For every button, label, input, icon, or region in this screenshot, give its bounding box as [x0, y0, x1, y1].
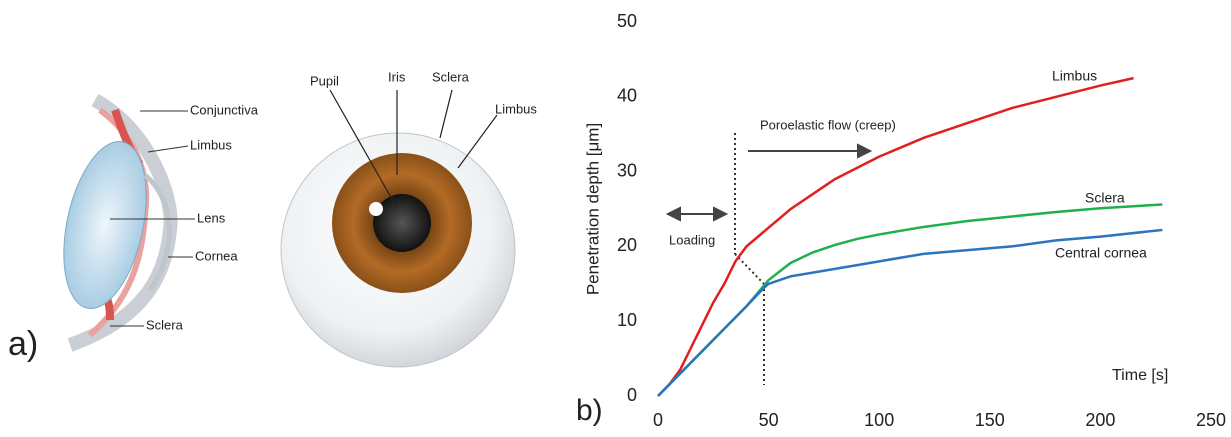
anatomy-label: Pupil: [310, 73, 339, 88]
x-tick-label: 50: [759, 410, 779, 430]
annotation: Poroelastic flow (creep): [760, 117, 896, 132]
series-label: Limbus: [1052, 68, 1097, 84]
y-tick-label: 40: [617, 86, 637, 106]
anatomy-label: Cornea: [195, 248, 238, 263]
series-line: [658, 205, 1162, 396]
series-label: Sclera: [1085, 190, 1125, 206]
x-tick-label: 150: [975, 410, 1005, 430]
y-tick-label: 30: [617, 160, 637, 180]
x-tick-label: 200: [1085, 410, 1115, 430]
anatomy-label: Sclera: [146, 317, 184, 332]
anatomy-label: Lens: [197, 210, 226, 225]
y-tick-label: 50: [617, 11, 637, 31]
arrows: [668, 145, 870, 220]
phase-markers: [735, 133, 764, 385]
y-axis-label: Penetration depth [μm]: [583, 123, 602, 295]
x-tick-label: 250: [1196, 410, 1226, 430]
y-tick-label: 10: [617, 310, 637, 330]
anatomy-label: Limbus: [495, 101, 537, 116]
anatomy-label: Limbus: [190, 137, 232, 152]
anatomy-label: Iris: [388, 69, 406, 84]
x-axis-label: Time [s]: [1112, 367, 1168, 384]
series-label: Central cornea: [1055, 245, 1147, 261]
eye-cross-section: [50, 100, 195, 345]
panel-label: a): [8, 325, 38, 363]
x-tick-label: 0: [653, 410, 663, 430]
panel-label: b): [576, 394, 603, 427]
y-tick-label: 0: [627, 385, 637, 405]
anatomy-label: Sclera: [432, 69, 470, 84]
y-tick-label: 20: [617, 235, 637, 255]
annotation: Loading: [669, 232, 715, 247]
x-tick-label: 100: [864, 410, 894, 430]
eye-front-view: [281, 90, 515, 367]
figure: Conjunctiva Limbus Lens Cornea Sclera a)…: [0, 0, 1231, 437]
anatomy-label: Conjunctiva: [190, 102, 259, 117]
